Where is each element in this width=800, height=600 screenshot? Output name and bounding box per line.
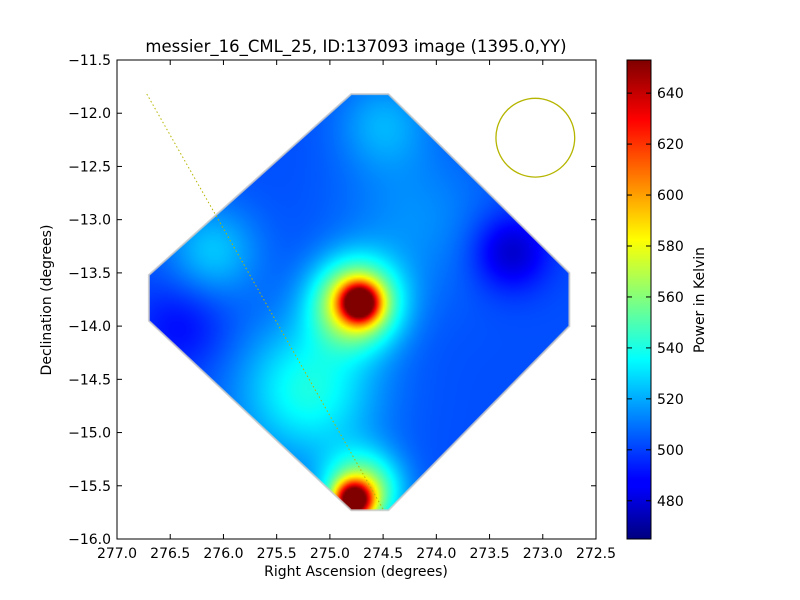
y-tick-label: −16.0 — [68, 532, 111, 548]
colorbar-tick-label: 500 — [657, 443, 684, 459]
y-tick-label: −12.5 — [68, 159, 111, 175]
x-tick-label: 272.5 — [576, 546, 616, 562]
colorbar-frame — [626, 59, 652, 540]
x-tick-label: 275.0 — [310, 546, 350, 562]
x-tick-label: 277.0 — [97, 546, 137, 562]
y-axis-label: Declination (degrees) — [39, 225, 55, 376]
colorbar-ticks: 480 500 520 540 560 580 600 620 640 — [627, 86, 684, 510]
plot-frame — [116, 59, 597, 540]
colorbar-tick-label: 580 — [657, 239, 684, 255]
colorbar-gradient — [627, 60, 651, 539]
colorbar-tick-label: 540 — [657, 341, 684, 357]
y-tick-label: −13.0 — [68, 213, 111, 229]
x-axis-label: Right Ascension (degrees) — [264, 564, 448, 580]
colorbar-tick-label: 480 — [657, 494, 684, 510]
overlay-layer — [146, 93, 576, 510]
y-axis-ticks: −11.5 −12.0 −12.5 −13.0 −13.5 −14.0 −14.5 −15.0… — [68, 53, 596, 548]
x-tick-label: 273.5 — [470, 546, 510, 562]
colorbar-tick-label: 560 — [657, 290, 684, 306]
y-tick-label: −13.5 — [68, 266, 111, 282]
overlay-beam-circle — [495, 97, 576, 178]
x-axis-ticks: 277.0 276.5 276.0 275.5 275.0 274.5 274.0 273.5… — [97, 60, 616, 562]
colorbar-tick-label: 520 — [657, 392, 684, 408]
x-tick-label: 275.5 — [257, 546, 297, 562]
x-tick-label: 273.0 — [523, 546, 563, 562]
colorbar-tick-label: 620 — [657, 137, 684, 153]
x-tick-label: 276.5 — [150, 546, 190, 562]
x-tick-label: 274.0 — [416, 546, 456, 562]
colorbar: 480 500 520 540 560 580 600 620 640 Power in Kel… — [626, 59, 708, 540]
colorbar-label: Power in Kelvin — [692, 247, 708, 353]
y-tick-label: −11.5 — [68, 53, 111, 69]
y-tick-label: −14.0 — [68, 319, 111, 335]
x-tick-label: 274.5 — [363, 546, 403, 562]
y-tick-label: −14.5 — [68, 372, 111, 388]
chart-title: messier_16_CML_25, ID:137093 image (1395… — [145, 37, 566, 57]
y-tick-label: −12.0 — [68, 106, 111, 122]
colorbar-tick-label: 640 — [657, 86, 684, 102]
y-tick-label: −15.5 — [68, 479, 111, 495]
y-tick-label: −15.0 — [68, 426, 111, 442]
x-tick-label: 276.0 — [203, 546, 243, 562]
colorbar-tick-label: 600 — [657, 188, 684, 204]
map-outline — [147, 93, 571, 512]
